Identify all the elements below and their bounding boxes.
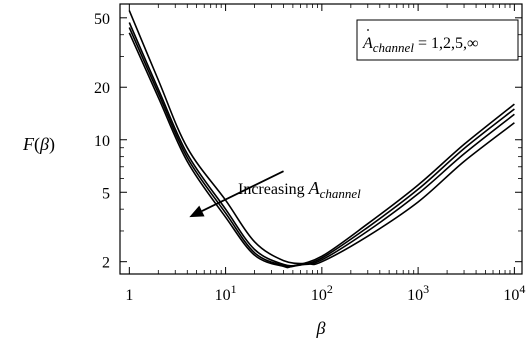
annotation: Increasing Achannel <box>189 170 361 218</box>
y-tick-label: 5 <box>102 185 110 202</box>
y-axis-label: F(β) <box>22 134 55 155</box>
x-tick-label: 102 <box>311 282 333 304</box>
annotation-arrowhead <box>189 205 205 218</box>
x-tick-label: 101 <box>215 282 237 304</box>
y-ticks: 2 5 10 20 50 <box>94 11 522 272</box>
legend-box: Achannel = 1,2,5,∞ <box>356 19 519 61</box>
y-tick-label: 2 <box>102 255 110 272</box>
plot-frame <box>119 3 523 275</box>
x-tick-label: 104 <box>503 282 525 304</box>
annotation-text: Increasing Achannel <box>238 178 361 201</box>
series-line-1 <box>128 10 515 266</box>
series-group <box>128 10 515 269</box>
y-tick-label: 10 <box>94 133 110 150</box>
legend-text: Achannel = 1,2,5,∞ <box>362 35 478 55</box>
x-ticks: 1 101 102 103 104 <box>125 4 525 304</box>
series-line-2 <box>128 22 515 267</box>
annotation-arrow <box>201 170 284 212</box>
legend-dot-accent <box>367 29 369 31</box>
series-line-4 <box>128 32 515 269</box>
x-tick-label: 103 <box>407 282 429 304</box>
x-tick-label: 1 <box>125 287 133 304</box>
y-tick-label: 50 <box>94 11 110 28</box>
y-tick-label: 20 <box>94 80 110 97</box>
x-axis-label: β <box>316 318 326 338</box>
